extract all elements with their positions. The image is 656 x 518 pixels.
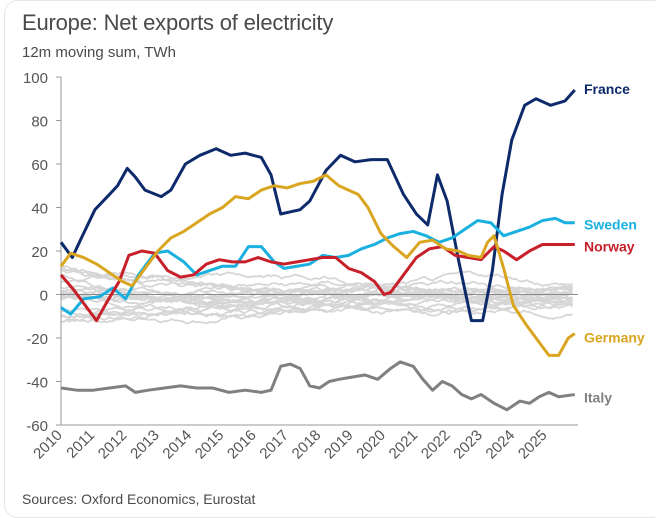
x-tick-label: 2017	[256, 427, 292, 463]
x-tick-label: 2020	[353, 427, 389, 463]
series-line-italy	[60, 360, 575, 412]
series-line-france	[59, 89, 576, 323]
x-tick-label: 2023	[450, 427, 486, 463]
chart-title: Europe: Net exports of electricity	[22, 10, 334, 35]
y-tick-label: 40	[31, 201, 48, 218]
chart-subtitle: 12m moving sum, TWh	[22, 44, 176, 61]
x-tick-label: 2018	[289, 427, 325, 463]
background-series-line	[60, 267, 573, 295]
y-tick-label: 80	[31, 114, 48, 131]
x-tick-label: 2013	[127, 427, 163, 463]
x-tick-label: 2015	[192, 427, 228, 463]
x-tick-label: 2024	[483, 427, 519, 463]
x-tick-label: 2012	[95, 427, 131, 463]
y-tick-label: -40	[26, 375, 48, 392]
series-group	[59, 89, 576, 412]
series-line-norway	[59, 242, 575, 323]
y-tick-label: 0	[40, 288, 48, 305]
x-tick-label: 2025	[515, 427, 551, 463]
x-tick-label: 2019	[321, 427, 357, 463]
series-label-france: France	[584, 81, 630, 97]
y-tick-label: -60	[26, 418, 48, 435]
source-note: Sources: Oxford Economics, Eurostat	[22, 491, 256, 507]
series-label-norway: Norway	[584, 238, 635, 254]
series-label-italy: Italy	[584, 390, 612, 406]
x-tick-label: 2022	[418, 427, 454, 463]
series-line-germany	[59, 173, 576, 357]
y-tick-label: 20	[31, 244, 48, 261]
series-label-germany: Germany	[584, 330, 645, 346]
y-tick-label: -20	[26, 331, 48, 348]
x-tick-label: 2011	[63, 427, 98, 462]
x-tick-label: 2016	[224, 427, 260, 463]
series-label-sweden: Sweden	[584, 217, 637, 233]
y-tick-label: 60	[31, 157, 48, 174]
y-tick-label: 100	[23, 70, 48, 87]
background-series-line	[60, 269, 573, 289]
x-tick-label: 2014	[159, 427, 195, 463]
series-labels-group: France Sweden Norway Germany Italy	[584, 81, 645, 406]
x-tick-label: 2021	[386, 427, 422, 463]
